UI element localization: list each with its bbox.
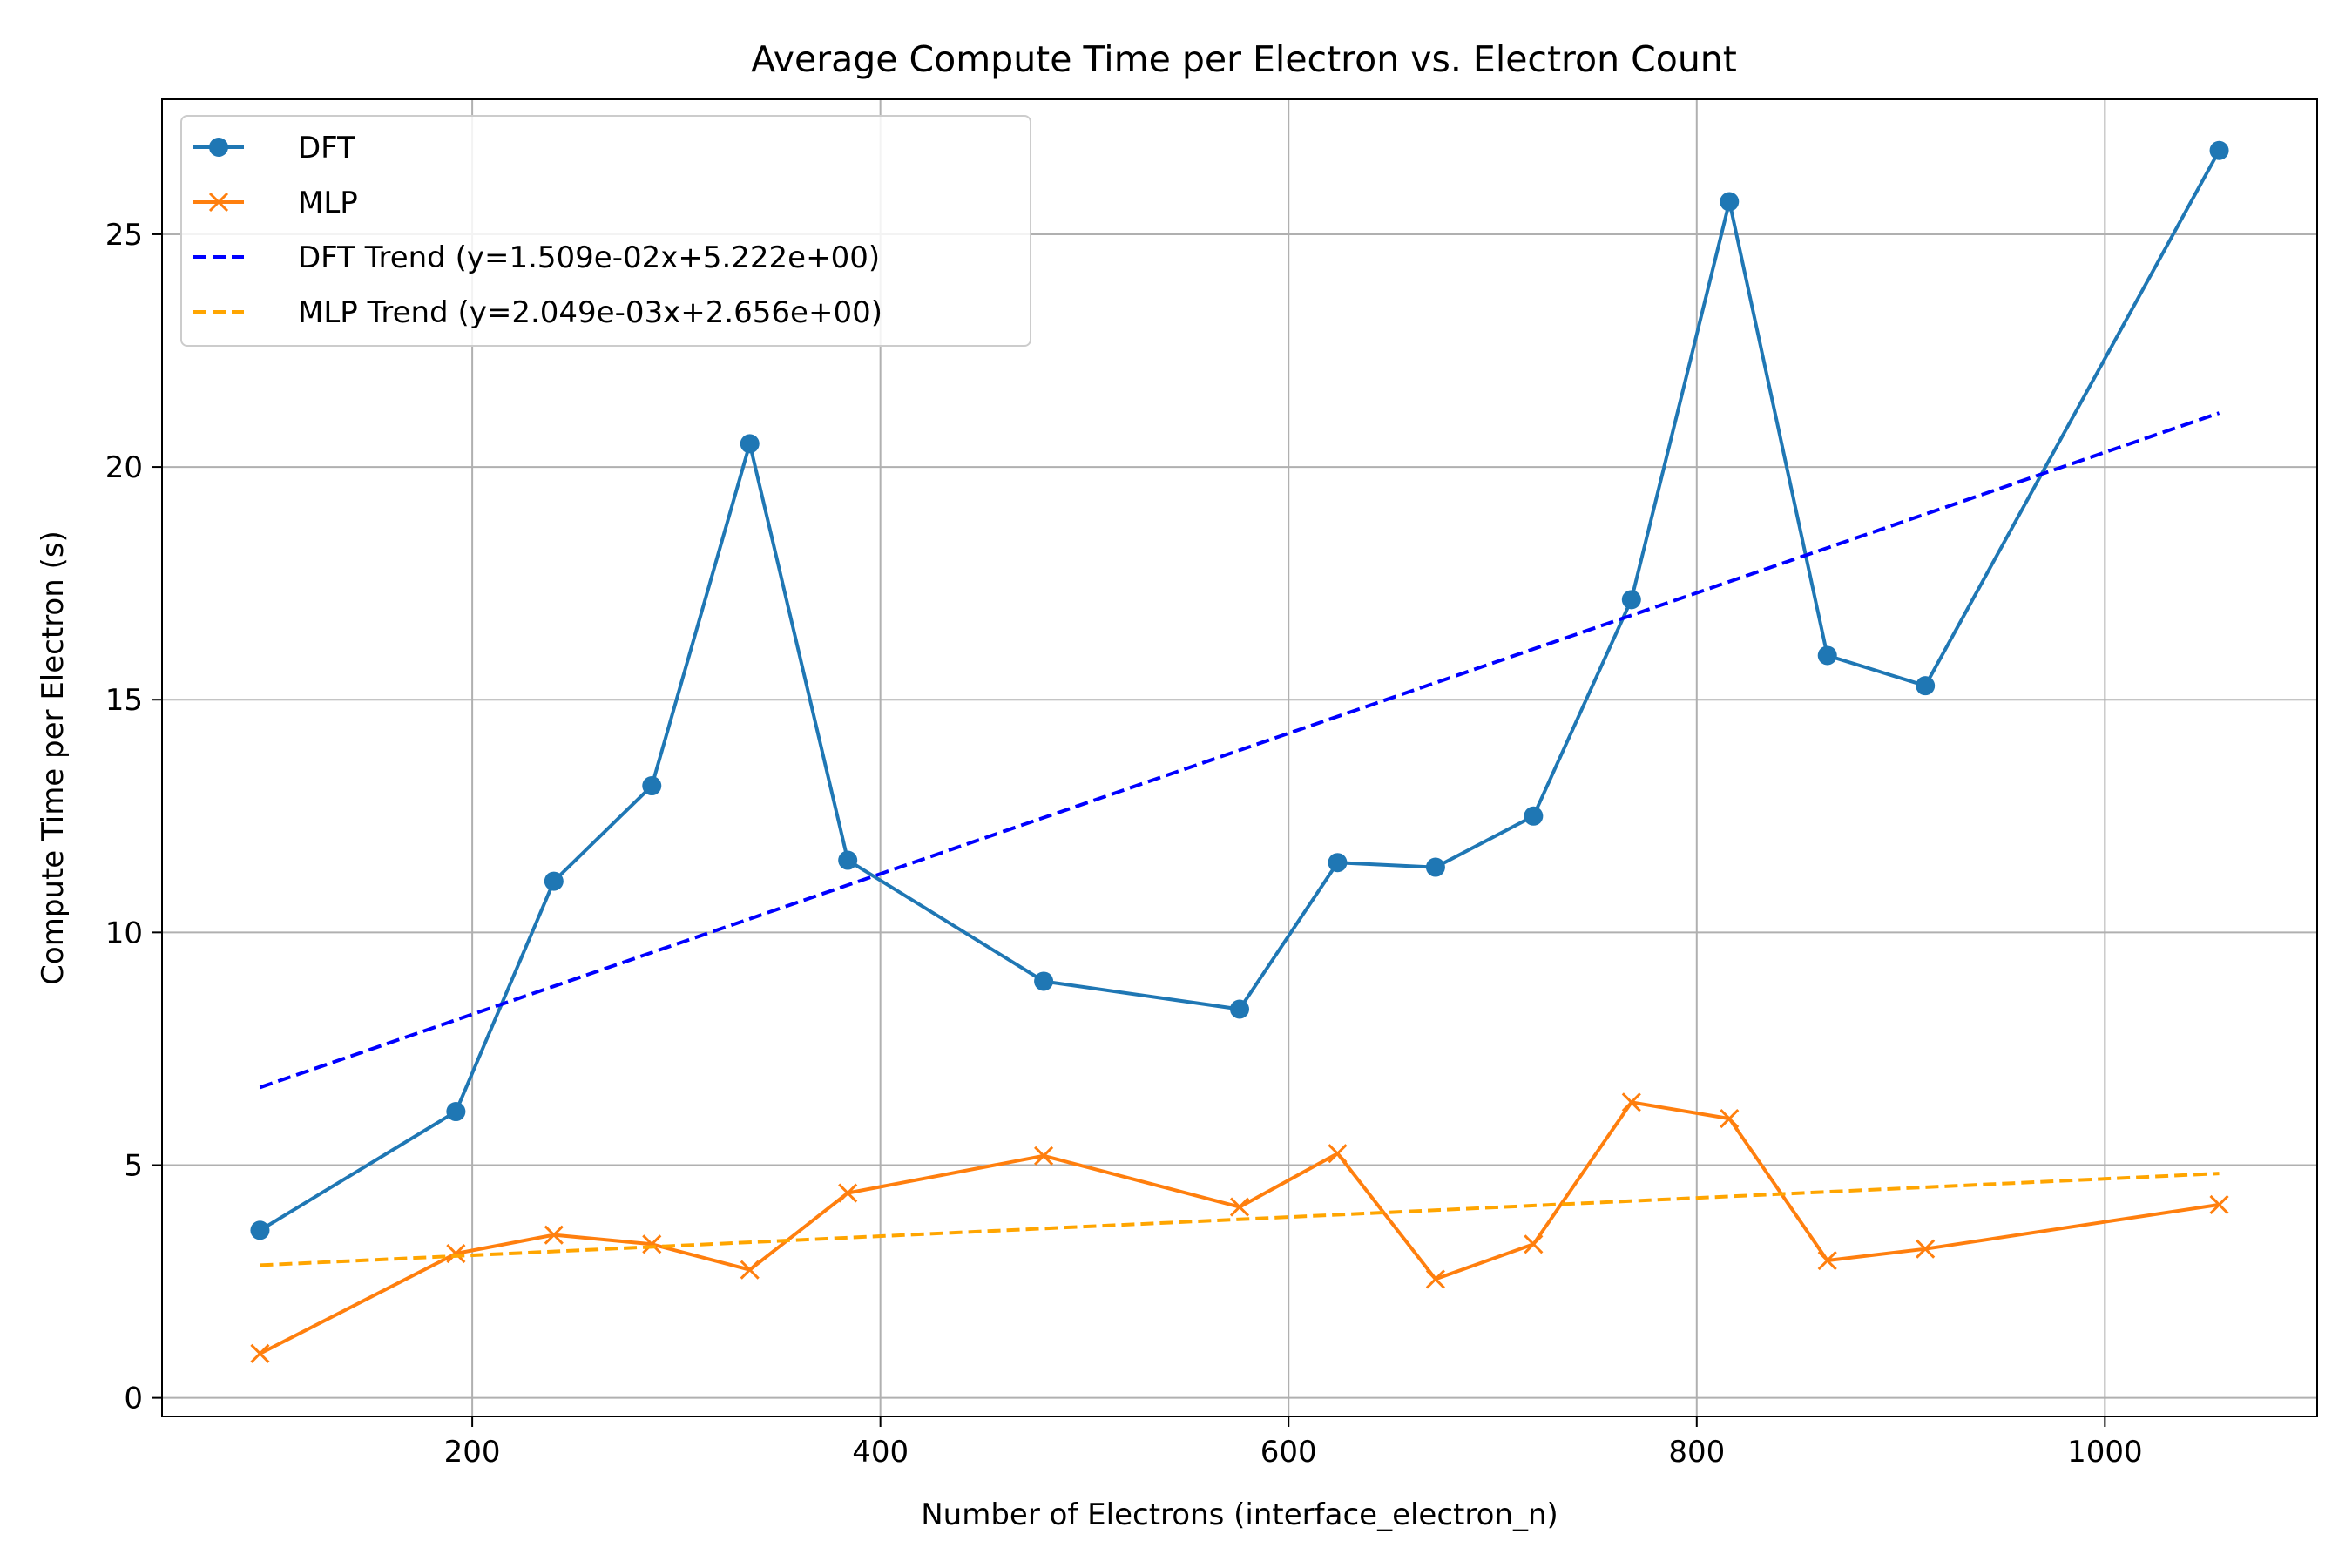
y-tick-label: 0 — [124, 1382, 143, 1416]
data-point — [2209, 1194, 2229, 1214]
marker-stroke — [446, 1243, 466, 1264]
trend-line — [260, 1172, 2220, 1267]
y-axis-label: Compute Time per Electron (s) — [36, 531, 71, 985]
marker-stroke — [1916, 1239, 1936, 1259]
data-point — [1916, 1239, 1936, 1259]
data-point — [1328, 1144, 1348, 1164]
trend-line — [259, 411, 2220, 1090]
legend-item: MLP Trend (y=2.049e-03x+2.656e+00) — [193, 295, 882, 330]
y-tick-label: 20 — [105, 450, 143, 485]
plot-frame — [161, 98, 2318, 1417]
data-point — [1524, 1234, 1544, 1254]
legend-label: DFT Trend (y=1.509e-02x+5.222e+00) — [298, 240, 880, 275]
series-line — [259, 149, 2221, 1233]
series-4 — [260, 1172, 2220, 1267]
marker-stroke — [1817, 1250, 1837, 1271]
data-point — [1817, 645, 1837, 666]
marker-stroke — [2209, 1194, 2229, 1214]
axis-ticks: 200 400 600 800 1000 0 5 10 15 20 25 — [105, 218, 2143, 1470]
data-point — [1328, 853, 1348, 873]
series — [250, 140, 2229, 1363]
data-point — [1817, 1250, 1837, 1271]
x-tick-label: 800 — [1668, 1435, 1725, 1470]
marker-stroke — [1229, 1197, 1250, 1217]
marker-stroke — [1621, 1092, 1641, 1112]
data-point — [1524, 806, 1544, 826]
series-line — [259, 1100, 2220, 1355]
data-point — [1621, 1092, 1641, 1112]
data-point — [544, 871, 564, 891]
marker-stroke — [1328, 1144, 1348, 1164]
marker-stroke — [1524, 1234, 1544, 1254]
x-tick-label: 200 — [444, 1435, 501, 1470]
legend-item: DFT Trend (y=1.509e-02x+5.222e+00) — [193, 240, 880, 275]
x-tick-label: 1000 — [2067, 1435, 2143, 1470]
data-point — [1720, 192, 1740, 212]
legend: DFT MLP DFT Trend (y=1.509e-02x+5.222e+00)… — [180, 115, 1031, 347]
marker-stroke — [1034, 1146, 1054, 1166]
y-tick-label: 25 — [105, 218, 143, 253]
data-point — [1229, 1197, 1250, 1217]
marker-stroke — [838, 1183, 858, 1203]
marker-stroke — [1720, 1109, 1740, 1129]
data-point — [2209, 140, 2229, 160]
data-point — [1621, 590, 1641, 610]
data-point — [544, 1225, 564, 1245]
series-1 — [250, 140, 2229, 1240]
legend-label: DFT — [298, 131, 355, 166]
x-tick-label: 400 — [852, 1435, 909, 1470]
x-tick-label: 600 — [1260, 1435, 1317, 1470]
marker-stroke — [740, 1260, 760, 1280]
data-point — [1425, 857, 1445, 877]
legend-item: MLP — [193, 186, 358, 220]
data-point — [1034, 971, 1054, 991]
legend-item: DFT — [193, 131, 355, 166]
series-3 — [259, 411, 2220, 1090]
data-point — [250, 1220, 270, 1240]
data-point — [740, 434, 760, 454]
data-point — [1720, 1109, 1740, 1129]
legend-label: MLP — [298, 186, 358, 220]
x-axis-label: Number of Electrons (interface_electron_… — [921, 1497, 1558, 1532]
legend-label: MLP Trend (y=2.049e-03x+2.656e+00) — [298, 295, 882, 330]
marker-stroke — [250, 1343, 270, 1363]
data-point — [1034, 1146, 1054, 1166]
data-point — [1425, 1269, 1445, 1289]
data-point — [740, 1260, 760, 1280]
legend-marker — [208, 192, 229, 213]
marker-stroke — [544, 1225, 564, 1245]
marker-stroke — [1425, 1269, 1445, 1289]
marker-stroke — [642, 1234, 662, 1254]
y-tick-label: 10 — [105, 916, 143, 950]
y-tick-label: 15 — [105, 683, 143, 718]
data-point — [1230, 999, 1249, 1019]
y-tick-label: 5 — [124, 1148, 143, 1183]
grid — [162, 99, 2317, 1416]
legend-marker — [209, 138, 228, 157]
data-point — [446, 1243, 466, 1264]
data-point — [250, 1343, 270, 1363]
data-point — [838, 1183, 858, 1203]
data-point — [838, 850, 858, 870]
data-point — [642, 1234, 662, 1254]
chart-title: Average Compute Time per Electron vs. El… — [751, 38, 1737, 80]
legend-box — [180, 115, 1031, 347]
data-point — [642, 776, 662, 796]
series-2 — [250, 1092, 2229, 1363]
data-point — [446, 1102, 466, 1122]
data-point — [1916, 676, 1936, 696]
